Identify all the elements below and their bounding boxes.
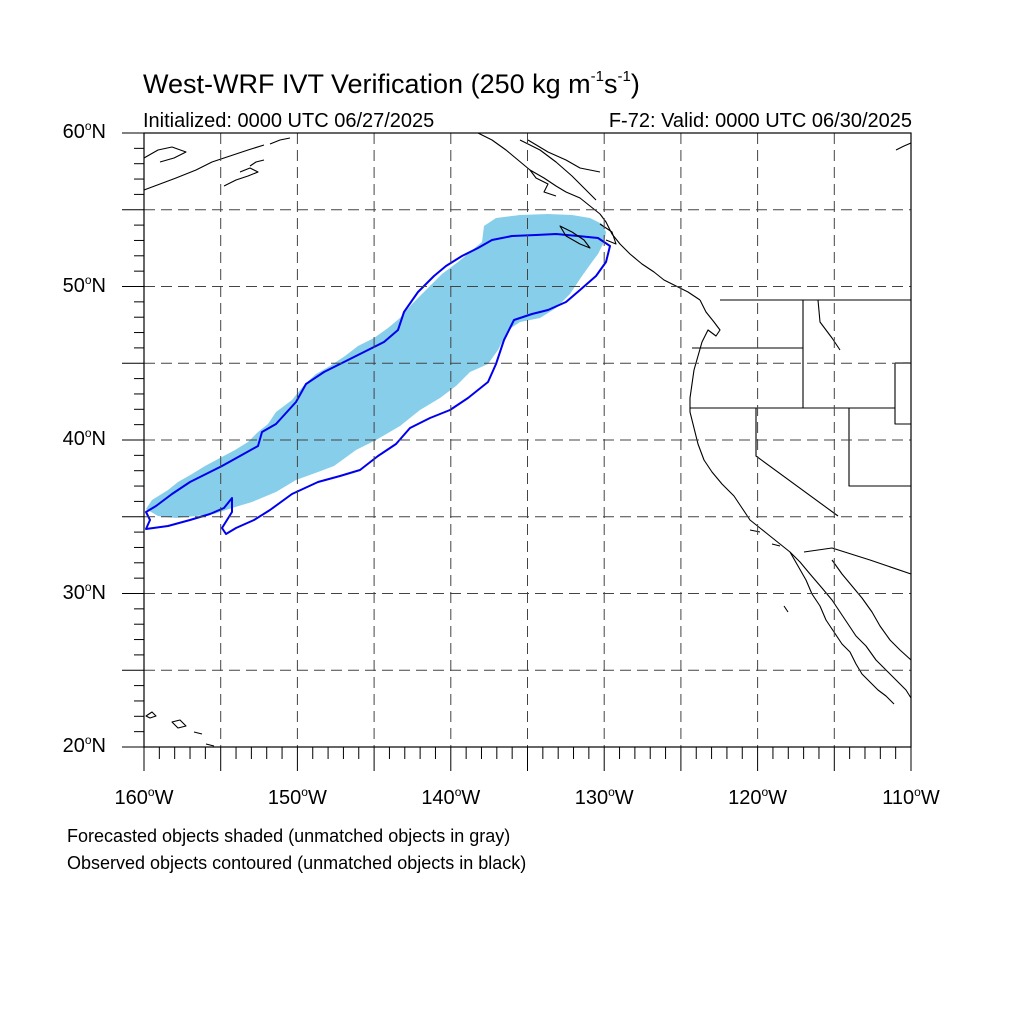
- lon-label-160w: 160oW: [114, 785, 174, 809]
- coastline-segment: [783, 605, 789, 613]
- axis-ticks: [122, 132, 912, 771]
- coastline-segment: [831, 559, 912, 661]
- coastline-segment: [477, 132, 701, 301]
- coastline-segment: [789, 551, 895, 705]
- coastline-segment: [817, 299, 841, 351]
- observed-object: [145, 233, 611, 535]
- coastline-segment: [527, 139, 601, 173]
- coastline-segment: [145, 711, 157, 719]
- valid-time: F-72: Valid: 0000 UTC 06/30/2025: [608, 110, 912, 132]
- coastline-segment: [223, 167, 259, 187]
- coastline-segment: [771, 543, 781, 547]
- note-forecast-objects: Forecasted objects shaded (unmatched obj…: [67, 826, 511, 846]
- lat-label-30n: 30oN: [62, 579, 106, 604]
- coastline-segment: [171, 719, 187, 729]
- note-observed-objects: Observed objects contoured (unmatched ob…: [67, 853, 527, 873]
- graticule: [144, 133, 911, 747]
- coastline-segment: [529, 169, 557, 197]
- coastline-segment: [249, 159, 265, 167]
- lat-label-50n: 50oN: [62, 272, 106, 297]
- coastline-segment: [269, 137, 291, 145]
- coastline-segment: [193, 731, 203, 735]
- coastline-segment: [519, 139, 597, 201]
- coastline-segment: [749, 529, 761, 533]
- chart-title: West-WRF IVT Verification (250 kg m-1s-1…: [143, 68, 640, 99]
- coastline-segment: [143, 146, 187, 163]
- initialized-time: Initialized: 0000 UTC 06/27/2025: [143, 110, 435, 132]
- coastline-segment: [755, 408, 839, 517]
- lon-label-110w: 110oW: [882, 785, 940, 809]
- coastline-segment: [689, 299, 912, 699]
- coastline-segment: [803, 547, 912, 575]
- lon-label-150w: 150oW: [267, 785, 327, 809]
- coastline-segment: [559, 225, 591, 249]
- forecast-object: [146, 214, 606, 518]
- coastline-segment: [848, 408, 911, 487]
- coastline-segment: [205, 743, 215, 747]
- coastline-segment: [894, 363, 911, 425]
- coastline-segment: [895, 142, 912, 151]
- lat-label-40n: 40oN: [62, 426, 106, 450]
- lon-label-140w: 140oW: [421, 785, 481, 809]
- lon-label-130w: 130oW: [574, 785, 634, 809]
- coastline-segment: [143, 144, 265, 191]
- lat-label-20n: 20oN: [62, 733, 106, 757]
- lat-label-60n: 60oN: [62, 119, 106, 143]
- coastlines: [143, 132, 912, 747]
- coastline-segment: [599, 223, 617, 245]
- lon-label-120w: 120oW: [728, 785, 788, 809]
